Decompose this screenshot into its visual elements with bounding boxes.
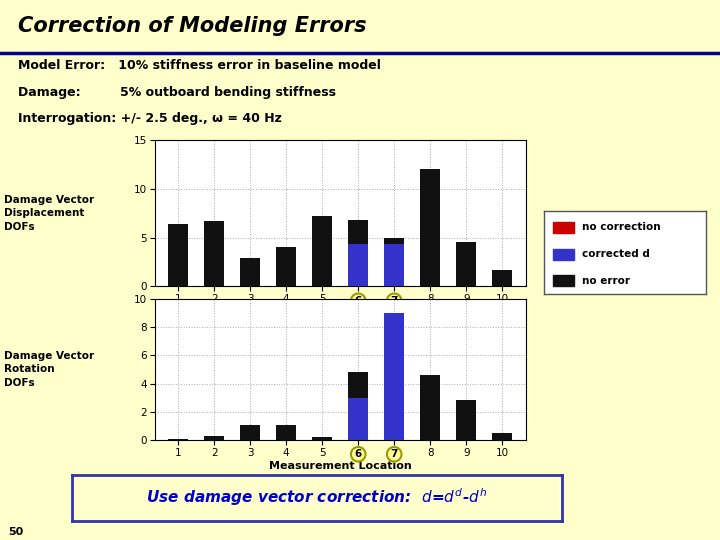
Bar (168, 438, 188, 440)
Bar (384, 313, 404, 440)
Bar (384, 238, 404, 286)
Bar (456, 242, 476, 286)
X-axis label: Measurement Location: Measurement Location (269, 307, 412, 316)
Text: Interrogation: +/- 2.5 deg., ω = 40 Hz: Interrogation: +/- 2.5 deg., ω = 40 Hz (18, 112, 282, 125)
Bar (240, 258, 260, 286)
Text: no correction: no correction (582, 222, 661, 232)
Text: corrected d: corrected d (582, 249, 650, 259)
Text: Damage Vector
Rotation
DOFs: Damage Vector Rotation DOFs (4, 351, 94, 388)
Text: no error: no error (582, 276, 631, 286)
Text: 6: 6 (354, 449, 362, 459)
Text: Use damage vector correction:  $\mathit{d}$=$\mathit{d}^d$-$\mathit{d}^h$: Use damage vector correction: $\mathit{d… (146, 487, 487, 508)
Bar (348, 397, 368, 440)
Bar (240, 424, 260, 440)
Bar (168, 224, 188, 286)
X-axis label: Measurement Location: Measurement Location (269, 461, 412, 470)
Bar (420, 168, 440, 286)
Bar (492, 269, 512, 286)
Text: 7: 7 (390, 449, 398, 459)
Bar (554, 249, 575, 260)
Bar (348, 220, 368, 286)
Text: Model Error:   10% stiffness error in baseline model: Model Error: 10% stiffness error in base… (18, 59, 381, 72)
Bar (348, 245, 368, 286)
Text: 7: 7 (390, 296, 398, 306)
Bar (312, 437, 332, 440)
Text: 6: 6 (354, 296, 362, 306)
Bar (312, 216, 332, 286)
Bar (420, 375, 440, 440)
Bar (348, 372, 368, 440)
Bar (554, 275, 575, 286)
Text: Damage:         5% outboard bending stiffness: Damage: 5% outboard bending stiffness (18, 86, 336, 99)
Text: Correction of Modeling Errors: Correction of Modeling Errors (18, 16, 366, 36)
Bar (456, 401, 476, 440)
Bar (204, 221, 224, 286)
Bar (276, 247, 296, 286)
Bar (276, 424, 296, 440)
Bar (204, 436, 224, 440)
Bar (384, 245, 404, 286)
Bar (492, 433, 512, 440)
Text: Damage Vector
Displacement
DOFs: Damage Vector Displacement DOFs (4, 195, 94, 232)
Bar (384, 315, 404, 440)
Text: 50: 50 (9, 526, 24, 537)
Bar (554, 222, 575, 233)
